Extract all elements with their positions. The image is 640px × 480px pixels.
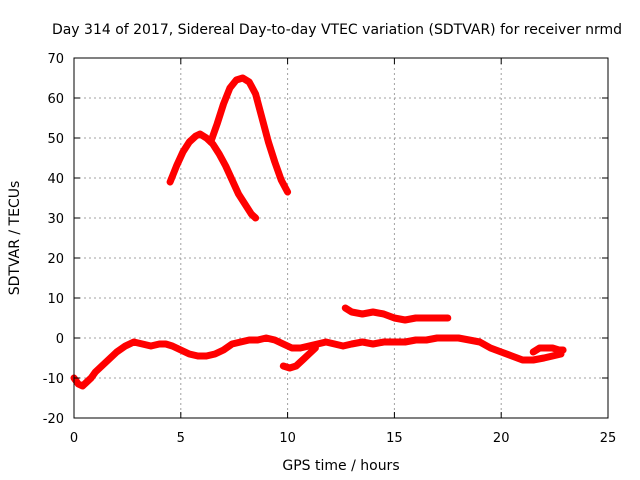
y-tick-label: -20 bbox=[43, 412, 64, 427]
y-tick-label: 0 bbox=[56, 332, 64, 347]
y-tick-label: 40 bbox=[47, 172, 64, 187]
y-tick-label: 50 bbox=[47, 132, 64, 147]
y-tick-label: 60 bbox=[47, 92, 64, 107]
y-tick-label: -10 bbox=[43, 372, 64, 387]
series-arc-6 bbox=[529, 344, 567, 356]
x-tick-label: 20 bbox=[493, 431, 510, 446]
y-tick-label: 30 bbox=[47, 212, 64, 227]
plot-frame bbox=[73, 57, 609, 419]
x-tick-labels: 0 5 10 15 20 25 bbox=[70, 431, 616, 446]
grid bbox=[74, 58, 608, 418]
x-tick-label: 5 bbox=[177, 431, 185, 446]
y-tick-label: 70 bbox=[47, 52, 64, 67]
x-tick-label: 10 bbox=[279, 431, 296, 446]
series-arc-3 bbox=[207, 74, 292, 196]
y-tick-label: 20 bbox=[47, 252, 64, 267]
series-arc-1 bbox=[70, 334, 565, 390]
x-tick-label: 15 bbox=[386, 431, 403, 446]
data-series bbox=[70, 74, 567, 390]
y-tick-labels: -20 -10 0 10 20 30 40 50 60 70 bbox=[43, 52, 64, 427]
y-axis-title: SDTVAR / TECUs bbox=[7, 181, 23, 296]
x-tick-label: 0 bbox=[70, 431, 78, 446]
x-axis-title: GPS time / hours bbox=[282, 458, 399, 474]
y-tick-label: 10 bbox=[47, 292, 64, 307]
x-tick-label: 25 bbox=[600, 431, 617, 446]
series-arc-4 bbox=[341, 304, 452, 324]
series-arc-2 bbox=[166, 130, 260, 222]
axis-ticks bbox=[73, 57, 609, 419]
series-arc-5 bbox=[279, 344, 319, 372]
chart-title: Day 314 of 2017, Sidereal Day-to-day VTE… bbox=[52, 22, 622, 38]
